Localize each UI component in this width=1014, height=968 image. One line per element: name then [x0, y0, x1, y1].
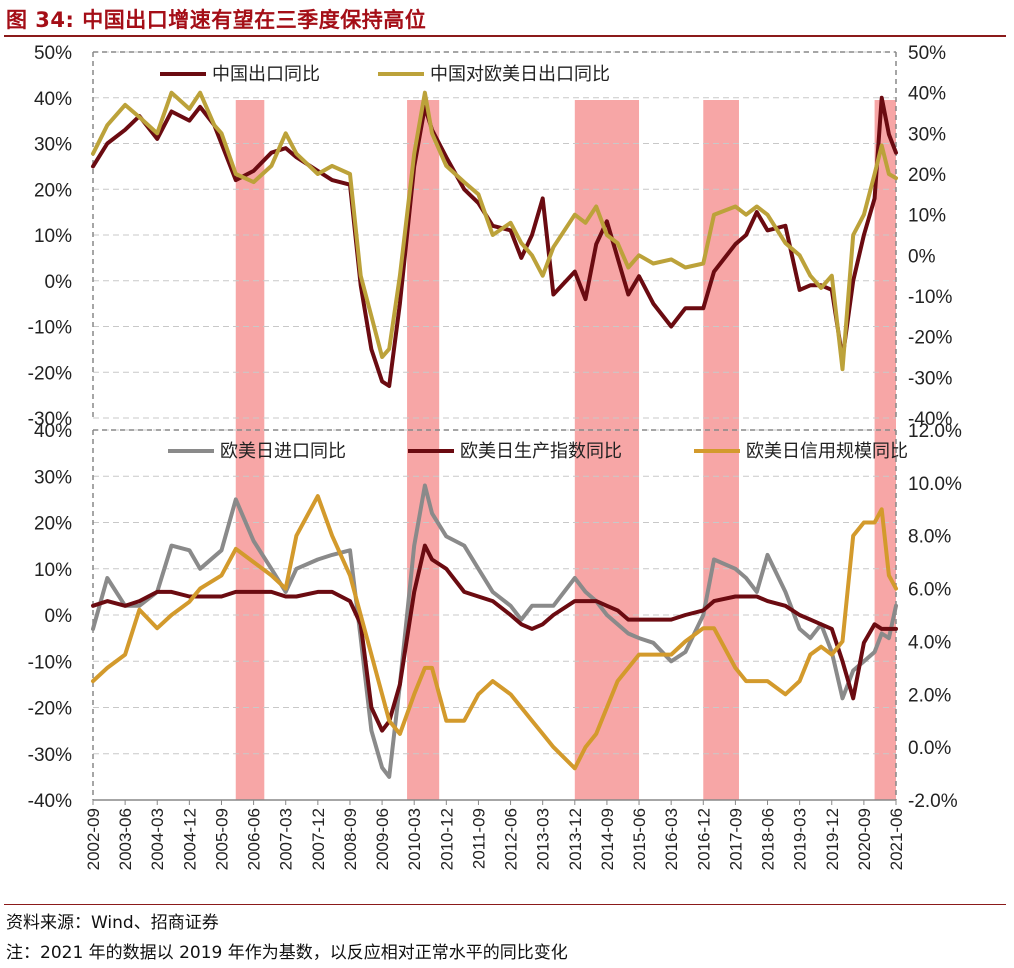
left-tick-label: -20% — [28, 363, 72, 384]
series-line-1-1 — [91, 90, 898, 372]
right-tick-label: -10% — [908, 287, 952, 308]
x-tick-label: 2015-06 — [630, 808, 649, 870]
x-tick-label: 2019-12 — [823, 808, 842, 870]
x-tick-label: 2005-09 — [212, 808, 231, 870]
right-tick-label: 40% — [908, 84, 946, 105]
x-tick-label: 2010-03 — [405, 808, 424, 870]
shaded-period — [574, 100, 640, 800]
legend-label: 中国出口同比 — [212, 64, 320, 84]
x-tick-label: 2019-03 — [791, 808, 810, 870]
legend-label: 欧美日生产指数同比 — [460, 441, 622, 461]
series-line-1-0 — [91, 95, 898, 388]
x-tick-label: 2007-03 — [277, 808, 296, 870]
x-tick-label: 2013-12 — [566, 808, 585, 870]
right-tick-label: 2.0% — [908, 685, 951, 706]
left-tick-label: -10% — [28, 652, 72, 673]
source-note: 资料来源：Wind、招商证券 — [6, 913, 219, 933]
left-tick-label: 40% — [34, 89, 72, 110]
left-tick-label: 10% — [34, 560, 72, 581]
left-tick-label: -30% — [28, 409, 72, 430]
x-tick-label: 2007-12 — [309, 808, 328, 870]
x-tick-label: 2008-09 — [341, 808, 360, 870]
footer-rule — [4, 904, 1006, 905]
left-tick-label: -30% — [28, 745, 72, 766]
right-tick-label: 10.0% — [908, 474, 962, 495]
x-tick-label: 2014-09 — [598, 808, 617, 870]
right-tick-label: 0% — [908, 246, 936, 267]
x-tick-label: 2009-06 — [373, 808, 392, 870]
right-tick-label: -20% — [908, 328, 952, 349]
right-tick-label: 4.0% — [908, 632, 951, 653]
right-tick-label: 0.0% — [908, 738, 951, 759]
x-tick-label: 2013-03 — [534, 808, 553, 870]
series-line-2-0 — [91, 483, 898, 779]
x-tick-label: 2017-09 — [726, 808, 745, 870]
x-tick-label: 2002-09 — [84, 808, 103, 870]
legend-label: 欧美日信用规模同比 — [746, 441, 908, 461]
right-tick-label: 10% — [908, 206, 946, 227]
axis-labels: 50% 40% 30% 20% 10% 0% -10% -20% -30% 50% 40% 30% 20… — [28, 43, 962, 870]
x-tick-label: 2004-03 — [148, 808, 167, 870]
right-tick-label: 20% — [908, 165, 946, 186]
right-tick-label: 8.0% — [908, 527, 951, 548]
left-tick-label: 30% — [34, 467, 72, 488]
left-tick-label: 50% — [34, 43, 72, 64]
x-tick-label: 2012-06 — [502, 808, 521, 870]
series-lines — [91, 90, 898, 779]
series-line-2-2 — [91, 494, 898, 771]
right-tick-label: 6.0% — [908, 580, 951, 601]
chart-canvas: 50% 40% 30% 20% 10% 0% -10% -20% -30% 50% 40% 30% 20… — [28, 43, 962, 870]
right-tick-label: -40% — [908, 409, 952, 430]
left-tick-label: 10% — [34, 226, 72, 247]
right-tick-label: -2.0% — [908, 791, 958, 812]
left-tick-label: -40% — [28, 791, 72, 812]
left-tick-label: 30% — [34, 135, 72, 156]
x-tick-label: 2020-09 — [855, 808, 874, 870]
series-line-2-1 — [91, 543, 898, 733]
left-tick-label: 0% — [45, 606, 73, 627]
left-tick-label: -10% — [28, 318, 72, 339]
title-rule — [4, 35, 1006, 37]
x-tick-label: 2016-12 — [694, 808, 713, 870]
right-tick-label: 50% — [908, 43, 946, 64]
x-tick-label: 2006-06 — [245, 808, 264, 870]
right-tick-label: -30% — [908, 368, 952, 389]
right-tick-label: 30% — [908, 124, 946, 145]
x-tick-label: 2003-06 — [116, 808, 135, 870]
x-tick-label: 2018-06 — [759, 808, 778, 870]
x-tick-label: 2010-12 — [437, 808, 456, 870]
left-tick-label: 40% — [34, 421, 72, 442]
legend-label: 中国对欧美日出口同比 — [430, 64, 610, 84]
legend-label: 欧美日进口同比 — [220, 441, 346, 461]
footnote: 注：2021 年的数据以 2019 年作为基数，以反应相对正常水平的同比变化 — [6, 943, 568, 963]
x-tick-label: 2011-09 — [469, 808, 488, 869]
left-tick-label: -20% — [28, 699, 72, 720]
left-tick-label: 0% — [45, 272, 73, 293]
x-tick-label: 2004-12 — [180, 808, 199, 870]
shaded-period — [235, 100, 265, 800]
chart-frame — [92, 51, 897, 805]
x-tick-label: 2021-06 — [887, 808, 906, 870]
x-tick-label: 2016-03 — [662, 808, 681, 870]
right-tick-label: 12.0% — [908, 421, 962, 442]
left-tick-label: 20% — [34, 514, 72, 535]
left-tick-label: 20% — [34, 180, 72, 201]
figure-title: 图 34: 中国出口增速有望在三季度保持高位 — [6, 8, 427, 32]
